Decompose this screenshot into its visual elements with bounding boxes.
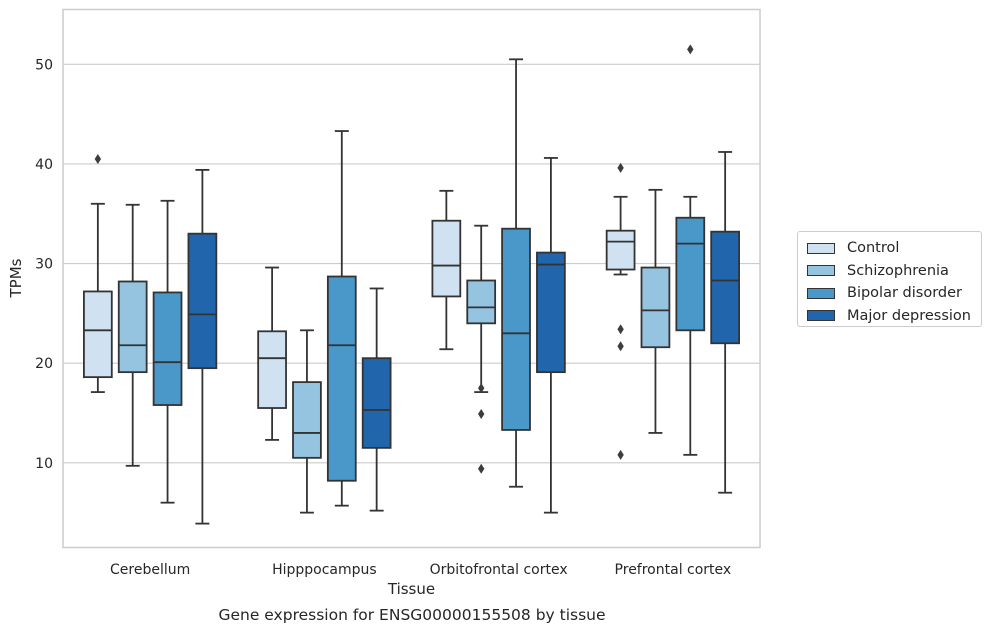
legend-item: Control	[807, 237, 981, 260]
outlier-point	[617, 449, 624, 460]
iqr-box	[117, 280, 148, 374]
outlier-point	[617, 162, 624, 173]
legend-item: Major depression	[807, 305, 981, 328]
y-tick-label: 50	[35, 57, 53, 73]
figure-caption: Gene expression for ENSG00000155508 by t…	[218, 606, 606, 624]
iqr-box	[187, 232, 218, 370]
legend-item: Schizophrenia	[807, 260, 981, 283]
box-control	[257, 266, 287, 441]
iqr-box	[431, 219, 462, 298]
legend: Control Schizophrenia Bipolar disorder Majo…	[797, 231, 982, 327]
x-tick-label: Prefrontal cortex	[615, 562, 732, 578]
iqr-box	[361, 357, 392, 449]
box-schizophrenia	[640, 188, 671, 434]
legend-swatch	[807, 310, 835, 322]
outlier-point	[617, 324, 624, 335]
box-major-depression	[187, 169, 218, 525]
iqr-box	[605, 229, 636, 271]
legend-label: Schizophrenia	[847, 262, 949, 279]
outlier-point	[478, 383, 485, 394]
iqr-box	[640, 266, 671, 349]
iqr-box	[83, 290, 113, 379]
iqr-box	[710, 230, 740, 345]
iqr-box	[152, 291, 183, 406]
box-plots	[83, 44, 740, 525]
legend-label: Control	[847, 240, 900, 257]
box-major-depression	[710, 151, 740, 494]
legend-label: Major depression	[847, 307, 971, 324]
iqr-box	[466, 279, 497, 325]
outlier-point	[94, 153, 102, 164]
iqr-box	[501, 227, 531, 431]
y-axis-title: TPMs	[7, 258, 25, 298]
box-control	[83, 153, 113, 393]
iqr-box	[292, 381, 322, 459]
y-tick-label: 20	[35, 356, 53, 372]
box-bipolar-disorder	[675, 44, 706, 456]
box-schizophrenia	[292, 329, 322, 514]
box-bipolar-disorder	[326, 130, 357, 507]
box-major-depression	[361, 287, 392, 512]
outlier-point	[478, 463, 485, 474]
box-control	[431, 189, 462, 351]
y-tick-label: 10	[35, 456, 53, 472]
box-bipolar-disorder	[501, 58, 531, 488]
box-schizophrenia	[466, 224, 497, 474]
legend-swatch	[807, 242, 835, 254]
tick-labels: 10 20 30 40 50 Cerebellum Hipppocampus Orbitofr…	[35, 57, 731, 578]
y-tick-label: 30	[35, 257, 53, 273]
x-tick-label: Cerebellum	[110, 562, 190, 578]
legend-label: Bipolar disorder	[847, 285, 962, 302]
legend-swatch	[807, 287, 835, 299]
box-major-depression	[536, 157, 566, 514]
x-tick-label: Hipppocampus	[272, 562, 377, 578]
iqr-box	[536, 251, 566, 374]
outlier-point	[478, 408, 485, 419]
x-axis-title: Tissue	[387, 580, 435, 598]
plot-frame	[62, 8, 761, 549]
outlier-point	[617, 341, 624, 352]
legend-item: Bipolar disorder	[807, 282, 981, 305]
legend-swatch	[807, 265, 835, 277]
x-tick-label: Orbitofrontal cortex	[430, 562, 568, 578]
outlier-point	[687, 44, 694, 55]
y-tick-label: 40	[35, 157, 53, 173]
box-control	[605, 162, 636, 460]
iqr-box	[326, 275, 357, 482]
box-schizophrenia	[117, 203, 148, 467]
box-bipolar-disorder	[152, 199, 183, 504]
iqr-box	[675, 216, 706, 332]
iqr-box	[257, 330, 287, 409]
